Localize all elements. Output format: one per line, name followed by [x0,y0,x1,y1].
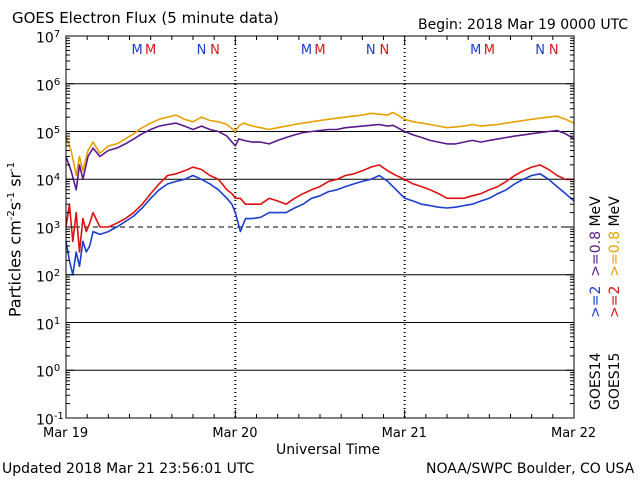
chart-series [65,111,575,276]
y-tick-label: 105 [36,124,61,143]
legend-goes14-ge08: >=0.8 [588,230,604,277]
y-tick-label: 106 [36,76,61,95]
y-tick-label: 104 [36,172,61,190]
legend-goes14: GOES14 [588,352,604,410]
x-tick-label: Mar 20 [212,426,258,441]
y-tick-label: 10-1 [36,411,64,429]
marker-1: M [145,43,156,58]
chart-ticks [65,36,575,419]
marker-4: M [301,43,312,58]
legend-goes15-ge2: >=2 [607,285,623,318]
x-axis-title: Universal Time [276,442,381,458]
marker-5: M [314,43,325,58]
legend-goes14-energies: >=2 >=0.8 MeV [588,196,604,318]
y-tick-label: 103 [36,220,61,238]
begin-label: Begin: 2018 Mar 19 0000 UTC [418,17,629,33]
marker-3: N [210,43,220,58]
series-line-3 [65,173,575,276]
marker-6: N [366,43,376,58]
marker-8: M [470,43,481,58]
updated-timestamp: Updated 2018 Mar 21 23:56:01 UTC [2,461,255,477]
legend-unit-15: MeV [607,196,623,227]
series-line-1 [65,122,575,191]
credit-label: NOAA/SWPC Boulder, CO USA [426,461,635,477]
marker-0: M [132,43,143,58]
legend-goes15-ge08: >=0.8 [607,230,623,277]
marker-2: N [197,43,207,58]
y-tick-label: 102 [36,267,61,286]
legend-unit-14: MeV [588,196,604,227]
marker-7: N [379,43,389,58]
legend-goes15-energies: >=2 >=0.8 MeV [607,196,623,318]
legend-goes15: GOES15 [607,352,623,410]
series-line-0 [65,111,575,177]
series-line-2 [65,164,574,253]
x-tick-label: Mar 21 [381,426,427,441]
y-tick-label: 107 [36,29,61,47]
chart-title: GOES Electron Flux (5 minute data) [12,9,279,27]
marker-11: N [549,43,559,58]
x-tick-label: Mar 19 [43,426,89,441]
x-tick-label: Mar 22 [551,426,597,441]
y-tick-label: 100 [36,363,61,381]
legend-goes14-ge2: >=2 [588,285,604,318]
chart-grid [66,36,574,418]
y-axis-title: Particles cm-2s-1 sr-1 [5,161,25,318]
marker-10: N [535,43,545,58]
marker-9: M [484,43,495,58]
y-tick-label: 101 [36,315,61,334]
